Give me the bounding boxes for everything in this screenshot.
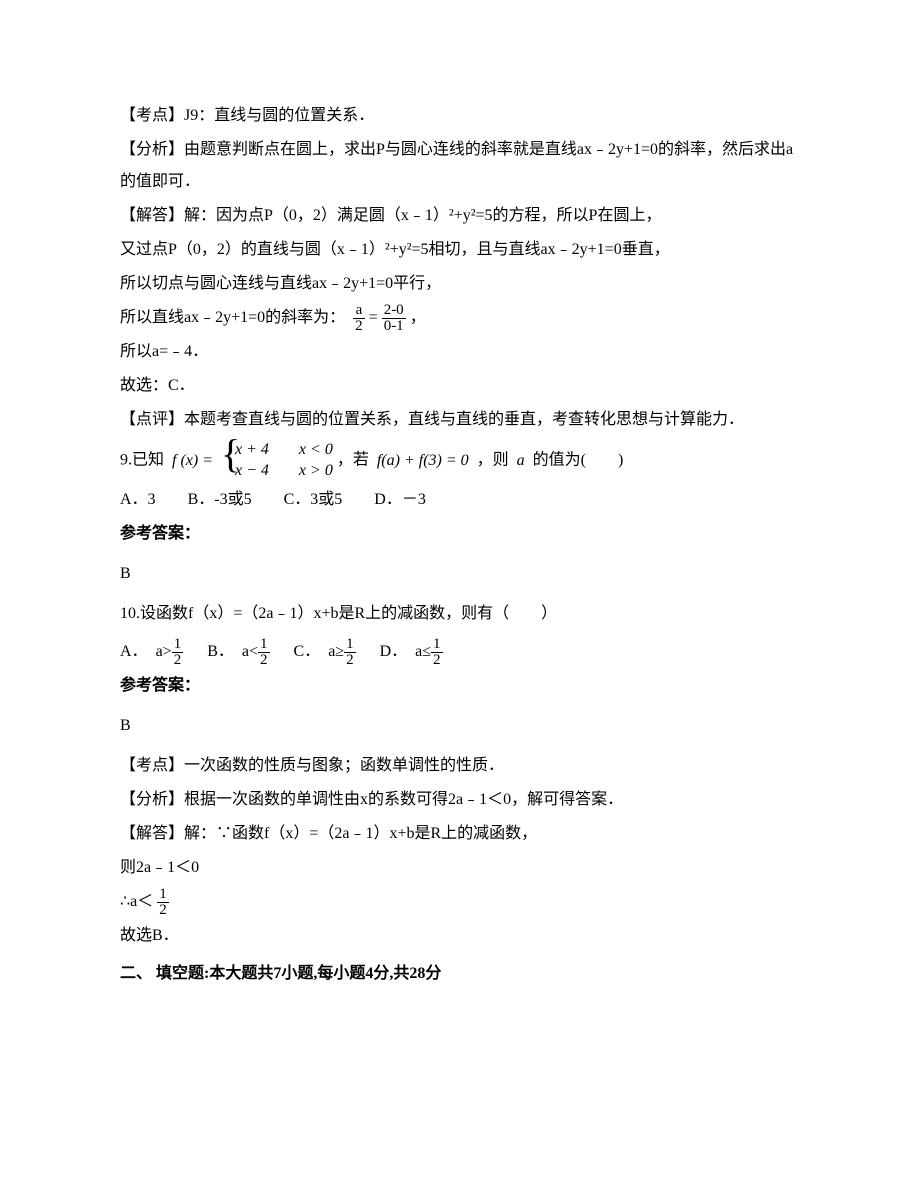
n: 1 (172, 637, 184, 653)
pw-2a: x − 4 (235, 461, 269, 482)
q8-sol-2: 又过点P（0，2）的直线与圆（x﹣1）²+y²=5相切，且与直线ax﹣2y+1=… (120, 234, 800, 266)
q10-sol-4: 故选B． (120, 920, 800, 952)
q10-optA-f: a>12 (156, 636, 184, 668)
q8-topic: 【考点】J9：直线与圆的位置关系． (120, 100, 800, 132)
pw-2b: x > 0 (299, 461, 333, 482)
q10-frac: 12 (157, 887, 169, 918)
section-2-heading: 二、 填空题:本大题共7小题,每小题4分,共28分 (120, 958, 800, 990)
n: 1 (258, 637, 270, 653)
d: 2 (157, 903, 169, 918)
q9-tail2: 的值为( ) (533, 452, 624, 469)
q9-cond: f(a) + f(3) = 0 (377, 445, 469, 477)
n: 1 (431, 637, 443, 653)
q10-topic: 【考点】一次函数的性质与图象；函数单调性的性质． (120, 750, 800, 782)
q8-sol-1: 【解答】解：因为点P（0，2）满足圆（x﹣1）²+y²=5的方程，所以P在圆上， (120, 200, 800, 232)
q8-analysis: 【分析】由题意判断点在圆上，求出P与圆心连线的斜率就是直线ax﹣2y+1=0的斜… (120, 134, 800, 198)
pw-1b: x < 0 (299, 440, 333, 461)
q9-optD: D．－3 (374, 484, 426, 516)
q8-formula: a2 = 2-00-1 (353, 302, 406, 334)
d: 2 (344, 653, 356, 668)
q8-sol-3: 所以切点与圆心连线与直线ax﹣2y+1=0平行， (120, 268, 800, 300)
q9-piecewise: x + 4 x < 0 x − 4 x > 0 (221, 440, 333, 482)
q9-optA: A．3 (120, 484, 156, 516)
d: 2 (431, 653, 443, 668)
q10-optB-f: a<12 (242, 636, 270, 668)
q9-optB: B．-3或5 (188, 484, 252, 516)
frac-num: a (353, 303, 365, 319)
q10-optD-f: a≤12 (415, 636, 442, 668)
q8-sol-4: 所以直线ax﹣2y+1=0的斜率为： a2 = 2-00-1 ， (120, 302, 800, 334)
q10-ans-label: 参考答案： (120, 670, 800, 702)
q10-stem: 10.设函数f（x）=（2a﹣1）x+b是R上的减函数，则有（ ） (120, 598, 800, 630)
q10-optB: B． (207, 643, 234, 660)
q9-optC: C．3或5 (284, 484, 343, 516)
q9-lead: 9.已知 (120, 452, 164, 469)
q10-optD: D． (380, 643, 408, 660)
q10-optC-f: a≥12 (328, 636, 355, 668)
frac-den: 0-1 (382, 319, 406, 334)
q9-a: a (517, 445, 525, 477)
q10-sol-3: ∴a＜12 (120, 886, 800, 918)
d: 2 (258, 653, 270, 668)
q10-analysis: 【分析】根据一次函数的单调性由x的系数可得2a﹣1＜0，解可得答案． (120, 784, 800, 816)
q9-stem: 9.已知 f (x) = x + 4 x < 0 x − 4 x > 0 ，若 f(… (120, 440, 800, 482)
q10-options: A． a>12 B． a<12 C． a≥12 D． a≤12 (120, 636, 800, 668)
q9-fx: f (x) = (172, 445, 213, 477)
q9-ans: B (120, 558, 800, 590)
q10-ans: B (120, 710, 800, 742)
frac-num: 2-0 (382, 303, 406, 319)
q9-mid: ，若 (337, 452, 369, 469)
q9-tail: ，则 (477, 452, 509, 469)
q8-sol-4a: 所以直线ax﹣2y+1=0的斜率为： (120, 309, 345, 326)
n: 1 (344, 637, 356, 653)
n: 1 (157, 887, 169, 903)
q10-optC: C． (294, 643, 321, 660)
q8-sol-6: 故选：C． (120, 370, 800, 402)
pw-1a: x + 4 (235, 440, 269, 461)
frac-den: 2 (353, 319, 365, 334)
q10-optA: A． (120, 643, 148, 660)
q8-sol-5: 所以a=﹣4． (120, 336, 800, 368)
q10-sol-3a: ∴a＜ (120, 893, 153, 910)
q9-options: A．3 B．-3或5 C．3或5 D．－3 (120, 484, 800, 516)
q9-ans-label: 参考答案： (120, 518, 800, 550)
d: 2 (172, 653, 184, 668)
q10-sol-2: 则2a﹣1＜0 (120, 852, 800, 884)
q8-sol-4b: ， (410, 309, 426, 326)
q10-sol-1: 【解答】解：∵函数f（x）=（2a﹣1）x+b是R上的减函数， (120, 818, 800, 850)
